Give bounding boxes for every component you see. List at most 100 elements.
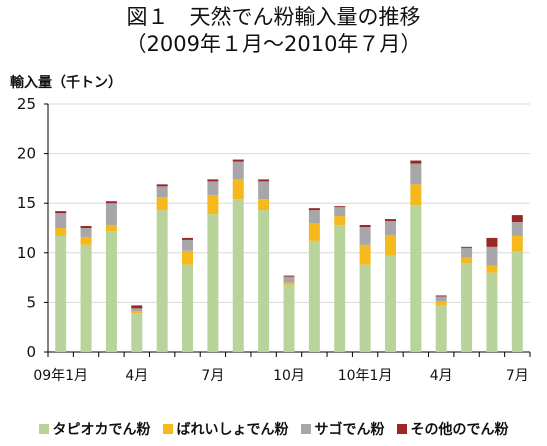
bar-segment-tapioca xyxy=(182,264,194,352)
bar-segment-potato xyxy=(131,311,143,314)
bar-segment-sago xyxy=(207,181,219,196)
x-tick-label: 4月 xyxy=(430,368,453,384)
y-tick-label: 20 xyxy=(17,145,36,163)
bar-segment-potato xyxy=(384,234,396,256)
bar-segment-sago xyxy=(105,203,117,226)
bar-segment-tapioca xyxy=(435,305,447,352)
bar-segment-sago xyxy=(131,308,143,312)
bar-segment-tapioca xyxy=(461,263,473,352)
bar-segment-other xyxy=(207,179,219,182)
bar-segment-other xyxy=(334,206,346,208)
legend-swatch xyxy=(38,424,49,434)
bar-segment-other xyxy=(105,201,117,204)
y-tick-label: 0 xyxy=(26,343,36,361)
bar-segment-sago xyxy=(486,246,498,266)
bar-segment-potato xyxy=(435,301,447,306)
bar-segment-potato xyxy=(308,223,320,241)
bar-segment-sago xyxy=(80,228,92,237)
bar-segment-potato xyxy=(105,225,117,231)
bar-segment-sago xyxy=(258,181,270,200)
bar-segment-tapioca xyxy=(207,214,219,352)
bar-segment-other xyxy=(258,179,270,182)
bar-segment-sago xyxy=(435,296,447,302)
legend-swatch xyxy=(300,424,311,434)
bar-segment-sago xyxy=(384,221,396,235)
bar-segment-potato xyxy=(410,184,422,206)
bar-segment-sago xyxy=(283,276,295,283)
bar-segment-potato xyxy=(55,228,67,236)
bar-segment-potato xyxy=(461,257,473,264)
bar-segment-tapioca xyxy=(308,240,320,352)
bar-segment-tapioca xyxy=(410,205,422,352)
bar-segment-other xyxy=(486,237,498,247)
bar-segment-tapioca xyxy=(384,255,396,352)
legend-item: サゴでん粉 xyxy=(300,419,385,439)
x-tick-label: 09年1月 xyxy=(33,368,88,384)
y-tick-label: 5 xyxy=(26,293,36,311)
bar-segment-sago xyxy=(55,213,67,228)
bar-segment-sago xyxy=(156,186,168,198)
legend-label: その他のでん粉 xyxy=(410,422,509,438)
bar-segment-other xyxy=(182,237,194,240)
bar-segment-other xyxy=(461,246,473,248)
bar-segment-other xyxy=(359,225,371,228)
x-tick-label: 10年1月 xyxy=(338,368,393,384)
bar-segment-tapioca xyxy=(486,272,498,352)
bar-segment-potato xyxy=(486,265,498,273)
bar-segment-sago xyxy=(461,247,473,258)
bar-segment-potato xyxy=(258,199,270,211)
bar-segment-potato xyxy=(359,244,371,265)
bar-segment-tapioca xyxy=(359,264,371,352)
stacked-bar-chart: 0 5 10 15 20 25 09年1月 4月 7月 10月 10年1月 4月 7月 xyxy=(17,95,531,384)
bar-segment-sago xyxy=(359,227,371,245)
x-tick-label: 7月 xyxy=(201,368,224,384)
legend-item: その他のでん粉 xyxy=(396,419,509,439)
bar-segment-sago xyxy=(182,239,194,251)
bar-segment-potato xyxy=(207,195,219,215)
bar-segment-other xyxy=(283,275,295,277)
legend-item: ばれいしょでん粉 xyxy=(162,419,289,439)
bar-segment-other xyxy=(80,226,92,228)
chart-title-line-2: （2009年１月～2010年７月） xyxy=(125,32,422,56)
bar-segment-other xyxy=(410,160,422,164)
bar-segment-sago xyxy=(334,207,346,217)
bar-segment-tapioca xyxy=(105,230,117,352)
bar-segment-other xyxy=(55,211,67,214)
legend-swatch xyxy=(396,424,407,434)
bar-segment-sago xyxy=(511,222,523,236)
bar-segment-tapioca xyxy=(232,199,244,352)
y-tick-label: 15 xyxy=(17,194,36,212)
bar-segment-tapioca xyxy=(258,210,270,352)
bar-segment-sago xyxy=(308,210,320,224)
bar-segment-tapioca xyxy=(283,284,295,352)
chart-legend: タピオカでん粉 ばれいしょでん粉 サゴでん粉 その他のでん粉 xyxy=(0,416,547,442)
bar-segment-potato xyxy=(334,216,346,226)
bar-segment-other xyxy=(511,215,523,223)
x-tick-label: 10月 xyxy=(273,368,305,384)
chart-title: 図１ 天然でん粉輸入量の推移 （2009年１月～2010年７月） xyxy=(0,4,547,58)
bar-segment-potato xyxy=(511,235,523,252)
bar-segment-sago xyxy=(410,163,422,185)
bar-segment-other xyxy=(435,295,447,297)
bar-segment-other xyxy=(384,219,396,222)
bar-segment-other xyxy=(308,208,320,211)
bar-segment-tapioca xyxy=(334,225,346,352)
bar-segment-potato xyxy=(156,197,168,211)
bar-segment-tapioca xyxy=(80,244,92,352)
bar-segment-other xyxy=(156,184,168,187)
bar-segment-other xyxy=(232,159,244,162)
bar-segment-tapioca xyxy=(55,235,67,352)
bar-segment-other xyxy=(131,305,143,309)
bar-segment-tapioca xyxy=(156,210,168,352)
legend-item: タピオカでん粉 xyxy=(38,419,151,439)
bar-segment-potato xyxy=(182,250,194,265)
bar-segment-tapioca xyxy=(511,251,523,352)
y-axis-label: 輸入量（千トン） xyxy=(10,75,122,91)
x-tick-label: 4月 xyxy=(125,368,148,384)
bar-segment-potato xyxy=(80,236,92,245)
y-tick-label: 10 xyxy=(17,244,36,262)
legend-swatch xyxy=(162,424,173,434)
bar-segment-sago xyxy=(232,161,244,180)
y-tick-label: 25 xyxy=(17,95,36,113)
chart-title-line-1: 図１ 天然でん粉輸入量の推移 xyxy=(126,5,421,29)
